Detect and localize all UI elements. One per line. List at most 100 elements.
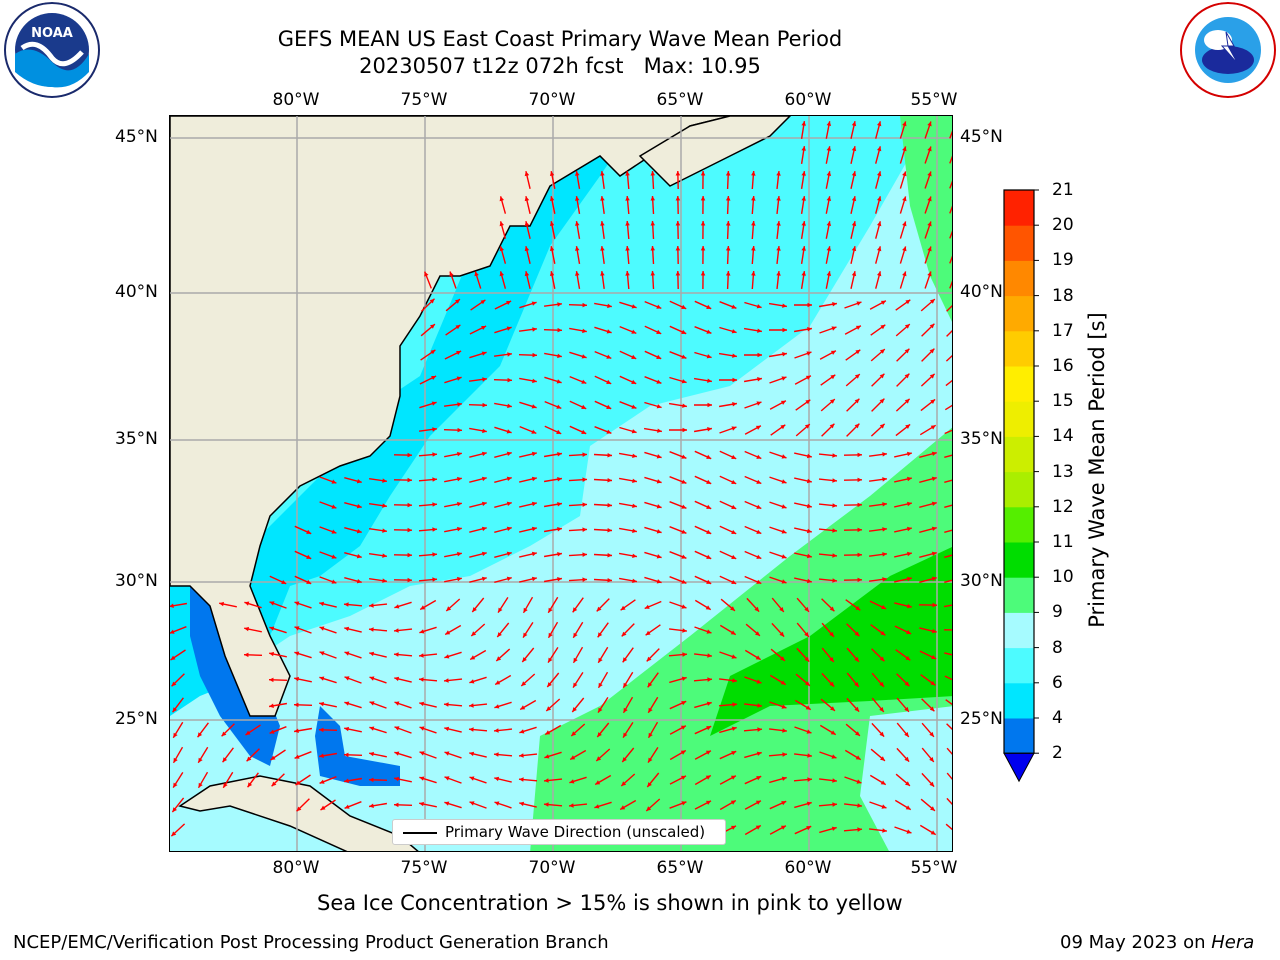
wave-arrow-head xyxy=(929,373,935,379)
wave-arrow-head xyxy=(732,353,737,358)
wave-arrow-head xyxy=(572,607,578,613)
wave-arrow-head xyxy=(881,604,887,609)
wave-arrow-head xyxy=(482,402,487,408)
wave-arrow-head xyxy=(929,757,934,762)
wave-arrow-head xyxy=(269,677,274,683)
wave-arrow-head xyxy=(829,657,834,662)
wave-arrow-head xyxy=(499,221,504,227)
wave-arrow-head xyxy=(444,702,449,707)
wave-arrow-head xyxy=(731,504,737,509)
wave-arrow-head xyxy=(173,732,178,738)
wave-arrow-head xyxy=(632,553,637,558)
lon-label-bottom: 80°W xyxy=(272,858,320,878)
land-nova-scotia xyxy=(638,116,792,187)
wave-arrow-head xyxy=(457,402,462,407)
wave-arrow-head xyxy=(681,304,687,309)
wave-arrow-head xyxy=(902,246,907,252)
wave-arrow-head xyxy=(656,579,662,584)
wave-arrow-head xyxy=(706,454,712,459)
wave-arrow-head xyxy=(575,246,580,251)
wave-arrow-head xyxy=(675,196,681,201)
wave-arrow-head xyxy=(632,453,637,458)
wave-arrow-head xyxy=(707,677,712,682)
wave-arrow-head xyxy=(927,146,932,152)
wave-arrow-head xyxy=(904,706,909,712)
wave-arrow-head xyxy=(904,324,910,329)
wave-arrow-head xyxy=(905,424,911,429)
wave-arrow-head xyxy=(494,776,500,782)
colorbar-tick-label: 18 xyxy=(1052,285,1074,306)
wave-arrow-head xyxy=(706,329,712,334)
wave-arrow-head xyxy=(623,732,628,738)
wave-arrow-shaft xyxy=(946,772,952,780)
wave-arrow-head xyxy=(732,377,737,383)
wave-arrow-head xyxy=(531,301,537,306)
wave-arrow-head xyxy=(880,780,886,785)
wave-arrow-head xyxy=(829,606,835,612)
wave-arrow-head xyxy=(469,751,475,757)
wave-arrow-head xyxy=(806,578,812,584)
wave-arrow-head xyxy=(832,578,837,583)
wave-arrow-head xyxy=(524,196,530,202)
wave-arrow-head xyxy=(826,196,832,201)
wave-arrow-head xyxy=(269,729,275,734)
wave-arrow-head xyxy=(457,501,462,507)
wave-arrow-head xyxy=(557,527,562,532)
wave-arrow-head xyxy=(882,577,887,582)
wave-arrow-head xyxy=(927,221,932,227)
wave-arrow-head xyxy=(706,629,712,634)
wave-arrow-head xyxy=(757,703,762,708)
wave-arrow-head xyxy=(481,351,487,356)
wave-arrow-head xyxy=(906,829,912,834)
wave-arrow-head xyxy=(523,607,528,613)
wave-arrow-head xyxy=(805,705,811,710)
wave-arrow-head xyxy=(877,171,882,177)
wave-arrow-head xyxy=(700,171,706,176)
wave-arrow-head xyxy=(647,782,652,787)
wave-arrow-head xyxy=(647,682,653,688)
wave-arrow-head xyxy=(369,603,374,608)
wave-arrow-head xyxy=(646,806,652,811)
wave-arrow-head xyxy=(431,376,437,380)
wave-arrow-head xyxy=(625,171,630,176)
wave-arrow-head xyxy=(457,576,462,582)
lat-label-left: 40°N xyxy=(115,282,158,302)
colorbar-tick-label: 6 xyxy=(1052,672,1063,693)
wave-arrow-head xyxy=(369,701,375,706)
wave-arrow-shaft xyxy=(949,155,952,164)
wave-arrow-head xyxy=(927,271,932,277)
wave-arrow-head xyxy=(481,576,487,582)
wave-arrow-head xyxy=(854,374,860,379)
wave-arrow-head xyxy=(732,402,737,407)
wave-arrow-head xyxy=(623,682,628,688)
wave-arrow-head xyxy=(725,196,731,201)
wave-arrow-head xyxy=(730,775,736,780)
legend-label: Primary Wave Direction (unscaled) xyxy=(445,823,706,841)
wave-arrow-head xyxy=(681,801,687,806)
wave-arrow-head xyxy=(931,501,937,506)
wave-arrow-head xyxy=(801,171,806,176)
wave-arrow-head xyxy=(482,377,487,382)
lat-label-right: 45°N xyxy=(960,127,1003,147)
wave-arrow-head xyxy=(881,804,887,809)
wave-arrow-head xyxy=(830,350,836,355)
wave-arrow-shaft xyxy=(949,280,952,289)
wave-arrow-head xyxy=(681,775,686,780)
wave-arrow-head xyxy=(931,551,937,556)
wave-period-map xyxy=(169,115,953,852)
wave-arrow-head xyxy=(582,452,587,457)
wave-arrow-head xyxy=(499,271,504,277)
wave-arrow-head xyxy=(706,529,712,534)
wave-arrow-head xyxy=(557,577,562,582)
wave-arrow-head xyxy=(781,504,787,509)
wave-arrow-head xyxy=(656,529,662,534)
wave-arrow-head xyxy=(681,676,687,681)
wave-arrow-head xyxy=(801,146,806,151)
wave-arrow-head xyxy=(806,801,812,806)
wave-arrow-head xyxy=(581,354,587,359)
colorbar-segment xyxy=(1004,506,1034,543)
wave-arrow-head xyxy=(781,579,787,584)
colorbar-segment xyxy=(1004,612,1034,649)
wave-arrow-head xyxy=(481,551,487,557)
wave-arrow-head xyxy=(419,801,424,807)
